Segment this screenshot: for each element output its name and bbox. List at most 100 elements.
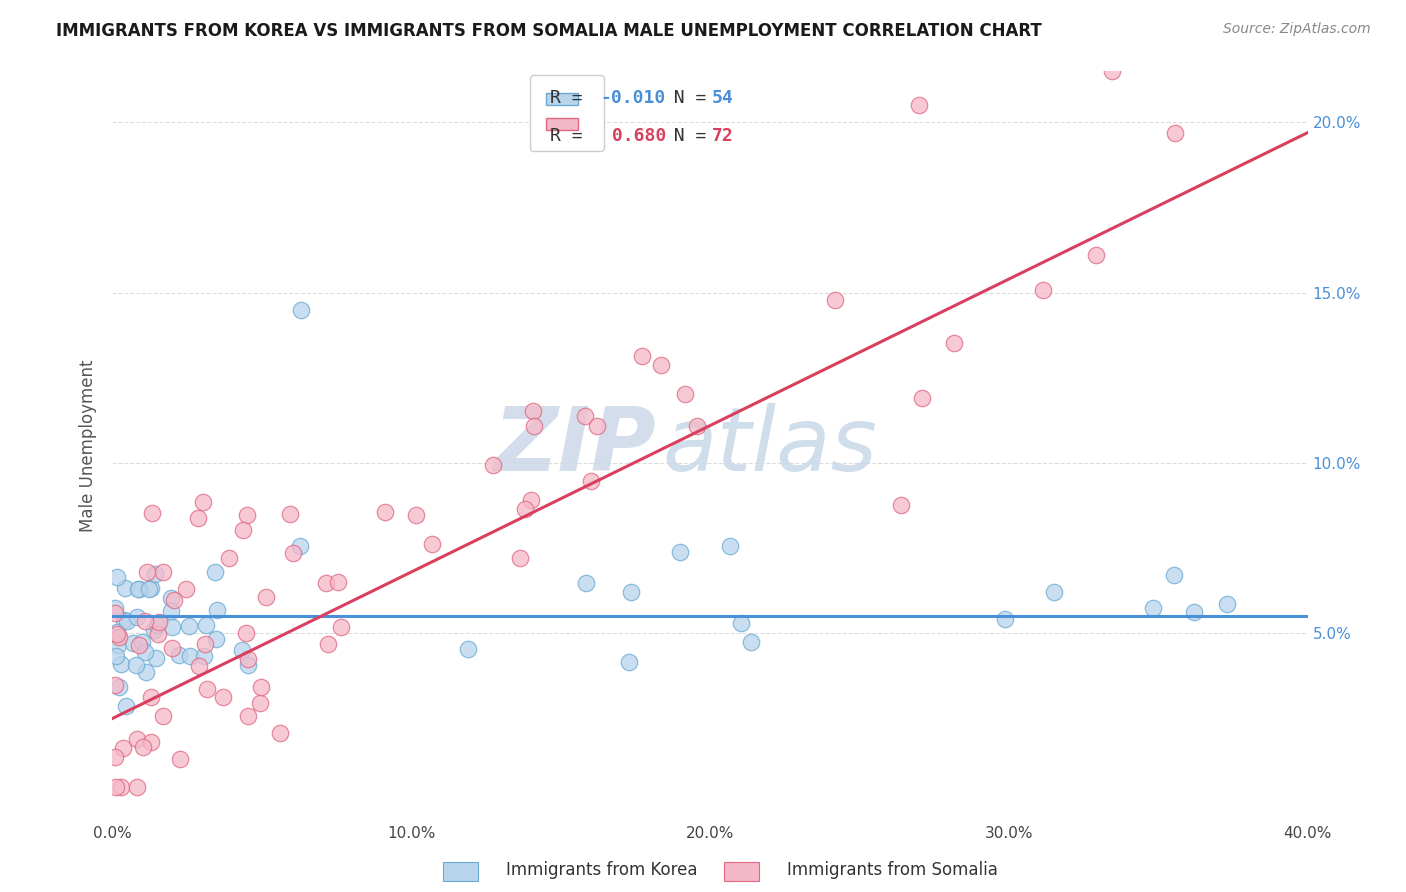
Point — [115, 614, 138, 628]
Point — [686, 419, 709, 434]
Text: -0.010: -0.010 — [600, 88, 666, 107]
Point — [824, 293, 846, 308]
Point — [131, 635, 153, 649]
Point — [139, 581, 162, 595]
Point — [152, 709, 174, 723]
Point — [127, 780, 149, 794]
Point — [112, 613, 135, 627]
Point — [114, 582, 136, 596]
Point — [111, 741, 134, 756]
Text: Source: ZipAtlas.com: Source: ZipAtlas.com — [1223, 22, 1371, 37]
Point — [420, 537, 443, 551]
Point — [127, 732, 149, 747]
Point — [249, 697, 271, 711]
Point — [159, 604, 181, 618]
Point — [1182, 605, 1205, 619]
Point — [104, 601, 127, 615]
Point — [329, 620, 352, 634]
Point — [134, 614, 156, 628]
Point — [160, 591, 183, 606]
Point — [290, 302, 312, 317]
Legend: , : , — [530, 75, 603, 151]
Point — [1163, 567, 1185, 582]
Point — [169, 752, 191, 766]
Text: R =: R = — [550, 88, 593, 107]
Point — [1142, 600, 1164, 615]
Point — [374, 505, 396, 519]
Point — [135, 665, 157, 680]
Text: R =: R = — [550, 127, 593, 145]
Point — [107, 625, 129, 640]
Point — [167, 648, 190, 662]
Point — [283, 546, 305, 560]
Point — [236, 652, 259, 666]
Point — [205, 632, 228, 646]
Point — [405, 508, 427, 523]
Point — [586, 418, 609, 433]
Point — [148, 615, 170, 629]
Point — [105, 570, 128, 584]
Point — [145, 650, 167, 665]
Point — [730, 616, 752, 631]
Point — [457, 641, 479, 656]
Point — [911, 392, 934, 406]
Point — [908, 98, 931, 112]
Point — [1101, 64, 1123, 78]
Point — [1085, 248, 1108, 262]
Point — [115, 699, 138, 714]
Point — [108, 680, 131, 694]
Y-axis label: Male Unemployment: Male Unemployment — [79, 359, 97, 533]
Point — [513, 501, 536, 516]
Point — [179, 648, 201, 663]
Point — [522, 403, 544, 417]
Point — [236, 508, 259, 523]
Point — [146, 618, 169, 632]
Point — [740, 635, 762, 649]
Text: 72: 72 — [711, 127, 734, 145]
Point — [141, 506, 163, 520]
Point — [107, 638, 129, 652]
Point — [104, 750, 127, 764]
Point — [136, 565, 159, 579]
Point — [481, 458, 503, 472]
Point — [254, 590, 277, 604]
Point — [1164, 126, 1187, 140]
Point — [152, 565, 174, 579]
Point — [127, 609, 149, 624]
Point — [231, 643, 253, 657]
Point — [141, 690, 163, 705]
Point — [104, 678, 127, 692]
Point — [523, 419, 546, 434]
Point — [249, 680, 271, 694]
Point — [232, 523, 254, 537]
Text: N =: N = — [652, 127, 717, 145]
Point — [1216, 597, 1239, 611]
Point — [187, 511, 209, 525]
Point — [105, 780, 128, 794]
Text: atlas: atlas — [662, 403, 877, 489]
Point — [1042, 585, 1064, 599]
Point — [316, 637, 339, 651]
Text: IMMIGRANTS FROM KOREA VS IMMIGRANTS FROM SOMALIA MALE UNEMPLOYMENT CORRELATION C: IMMIGRANTS FROM KOREA VS IMMIGRANTS FROM… — [56, 22, 1042, 40]
Point — [191, 495, 214, 509]
Point — [669, 545, 692, 559]
Point — [617, 655, 640, 669]
Point — [204, 565, 226, 579]
Point — [280, 507, 302, 521]
Point — [650, 358, 672, 372]
Point — [235, 626, 257, 640]
Point — [574, 409, 596, 423]
Point — [187, 658, 209, 673]
Point — [179, 618, 201, 632]
Point — [269, 726, 291, 740]
Point — [128, 582, 150, 596]
Point — [134, 645, 156, 659]
Point — [236, 657, 259, 672]
Point — [205, 603, 228, 617]
Point — [943, 336, 966, 351]
Point — [122, 636, 145, 650]
Point — [138, 582, 160, 596]
Text: Immigrants from Korea: Immigrants from Korea — [506, 861, 697, 879]
Point — [174, 582, 197, 596]
Point — [218, 550, 240, 565]
